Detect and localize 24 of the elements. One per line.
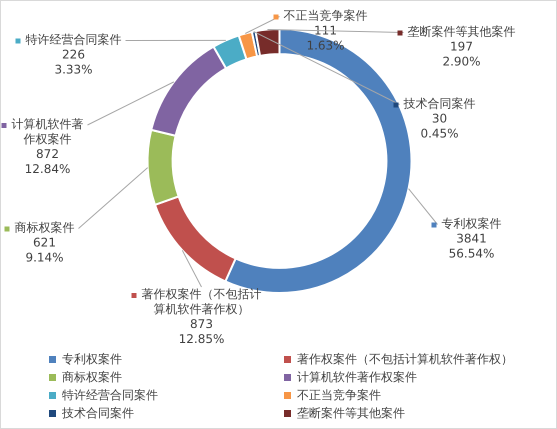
category-label: 不正当竞争案件 — [297, 388, 381, 402]
legend-label: 商标权案件 — [14, 220, 74, 235]
legend-label: 垄断案件等其他案件 — [408, 24, 516, 39]
legend-label: 计算机软件著作权案件 — [12, 117, 84, 146]
legend-label: 不正当竞争案件 — [284, 8, 368, 23]
category-label: 垄断案件等其他案件 — [297, 406, 405, 420]
data-label: 197 2.90% — [442, 40, 481, 69]
category-label: 技术合同案件 — [62, 406, 134, 420]
category-label: 特许经营合同案件 — [62, 388, 158, 402]
legend-label: 特许经营合同案件 — [26, 32, 122, 47]
category-label: 商标权案件 — [62, 370, 122, 384]
legend-label: 著作权案件（不包括计算机软件著作权） — [142, 287, 262, 316]
data-label: 873 12.85% — [178, 317, 224, 346]
legend-label: 技术合同案件 — [402, 96, 476, 111]
data-label: 30 0.45% — [420, 112, 459, 141]
data-label: 226 3.33% — [54, 48, 93, 77]
data-label: 872 12.84% — [24, 147, 70, 176]
data-label: 111 1.63% — [306, 24, 345, 53]
legend-label: 专利权案件 — [442, 216, 502, 231]
category-label: 计算机软件著作权案件 — [297, 370, 417, 384]
category-label: 专利权案件 — [62, 352, 122, 366]
category-label: 著作权案件（不包括计算机软件著作权） — [297, 352, 513, 366]
data-label: 3841 56.54% — [448, 232, 494, 261]
data-label: 621 9.14% — [25, 236, 64, 265]
